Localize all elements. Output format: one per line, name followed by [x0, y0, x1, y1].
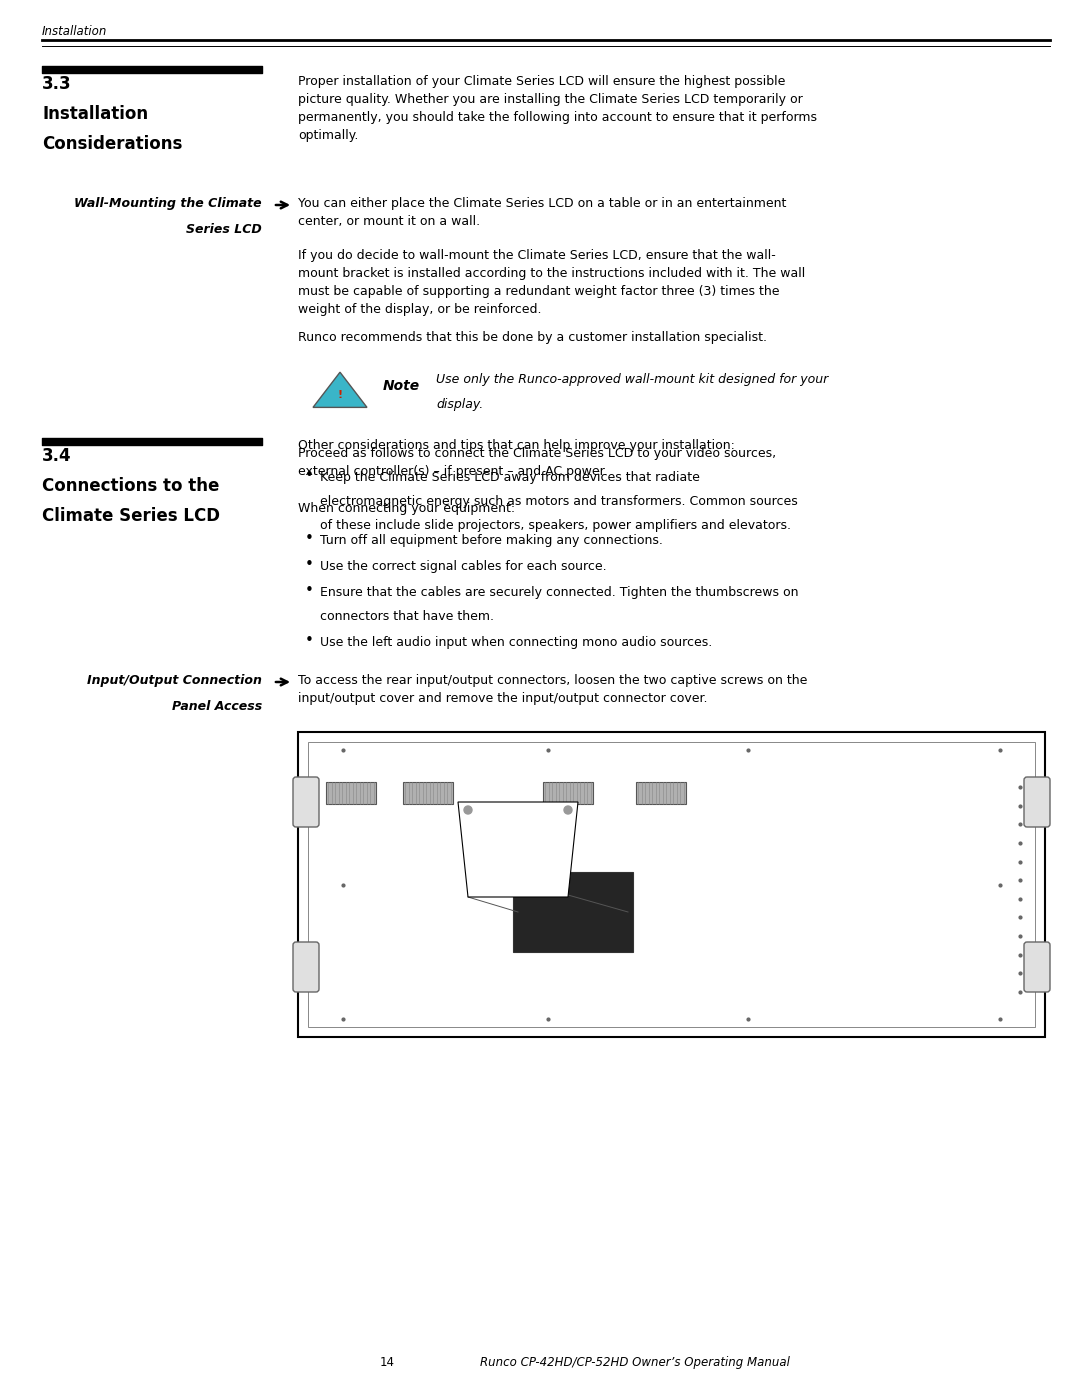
Text: Connections to the: Connections to the — [42, 476, 219, 495]
Text: Proper installation of your Climate Series LCD will ensure the highest possible
: Proper installation of your Climate Seri… — [298, 75, 816, 142]
FancyBboxPatch shape — [293, 942, 319, 992]
Polygon shape — [458, 802, 578, 897]
Text: •: • — [305, 557, 314, 571]
Circle shape — [564, 806, 572, 814]
Text: •: • — [305, 583, 314, 598]
Text: Input/Output Connection: Input/Output Connection — [87, 673, 262, 687]
Text: If you do decide to wall-mount the Climate Series LCD, ensure that the wall-
mou: If you do decide to wall-mount the Clima… — [298, 249, 806, 316]
Text: •: • — [305, 468, 314, 483]
Polygon shape — [313, 372, 367, 408]
Text: Wall-Mounting the Climate: Wall-Mounting the Climate — [75, 197, 262, 210]
FancyBboxPatch shape — [1024, 942, 1050, 992]
Text: of these include slide projectors, speakers, power amplifiers and elevators.: of these include slide projectors, speak… — [320, 520, 791, 532]
Text: Note: Note — [383, 379, 420, 393]
Text: You can either place the Climate Series LCD on a table or in an entertainment
ce: You can either place the Climate Series … — [298, 197, 786, 228]
Bar — [543, 782, 593, 805]
Text: When connecting your equipment:: When connecting your equipment: — [298, 502, 515, 515]
Bar — [513, 872, 633, 951]
FancyBboxPatch shape — [1024, 777, 1050, 827]
Text: Climate Series LCD: Climate Series LCD — [42, 507, 220, 525]
Circle shape — [464, 806, 472, 814]
Bar — [308, 742, 1035, 1027]
Text: Ensure that the cables are securely connected. Tighten the thumbscrews on: Ensure that the cables are securely conn… — [320, 585, 798, 599]
Text: Keep the Climate Series LCD away from devices that radiate: Keep the Climate Series LCD away from de… — [320, 471, 700, 483]
Text: Turn off all equipment before making any connections.: Turn off all equipment before making any… — [320, 534, 663, 548]
Text: connectors that have them.: connectors that have them. — [320, 610, 494, 623]
Text: Panel Access: Panel Access — [172, 700, 262, 712]
Text: Proceed as follows to connect the Climate Series LCD to your video sources,
exte: Proceed as follows to connect the Climat… — [298, 447, 777, 478]
Text: To access the rear input/output connectors, loosen the two captive screws on the: To access the rear input/output connecto… — [298, 673, 808, 705]
Text: Runco CP-42HD/CP-52HD Owner’s Operating Manual: Runco CP-42HD/CP-52HD Owner’s Operating … — [480, 1356, 789, 1369]
Bar — [403, 782, 453, 805]
FancyBboxPatch shape — [293, 777, 319, 827]
Text: Other considerations and tips that can help improve your installation:: Other considerations and tips that can h… — [298, 439, 734, 453]
Text: 3.3: 3.3 — [42, 75, 71, 94]
Text: Use the correct signal cables for each source.: Use the correct signal cables for each s… — [320, 560, 607, 573]
Text: •: • — [305, 531, 314, 546]
Text: Installation: Installation — [42, 25, 107, 38]
Bar — [326, 782, 376, 805]
Bar — [298, 732, 1045, 1037]
Text: electromagnetic energy such as motors and transformers. Common sources: electromagnetic energy such as motors an… — [320, 495, 798, 509]
Text: Considerations: Considerations — [42, 136, 183, 154]
Text: Series LCD: Series LCD — [186, 224, 262, 236]
Bar — [636, 782, 686, 805]
Text: Use only the Runco-approved wall-mount kit designed for your: Use only the Runco-approved wall-mount k… — [436, 373, 828, 386]
Text: 14: 14 — [380, 1356, 395, 1369]
Text: 3.4: 3.4 — [42, 447, 71, 465]
Text: display.: display. — [436, 398, 483, 411]
Text: Use the left audio input when connecting mono audio sources.: Use the left audio input when connecting… — [320, 636, 712, 650]
Text: Runco recommends that this be done by a customer installation specialist.: Runco recommends that this be done by a … — [298, 331, 767, 344]
Text: •: • — [305, 633, 314, 648]
Text: !: ! — [337, 390, 342, 400]
Text: Installation: Installation — [42, 105, 148, 123]
